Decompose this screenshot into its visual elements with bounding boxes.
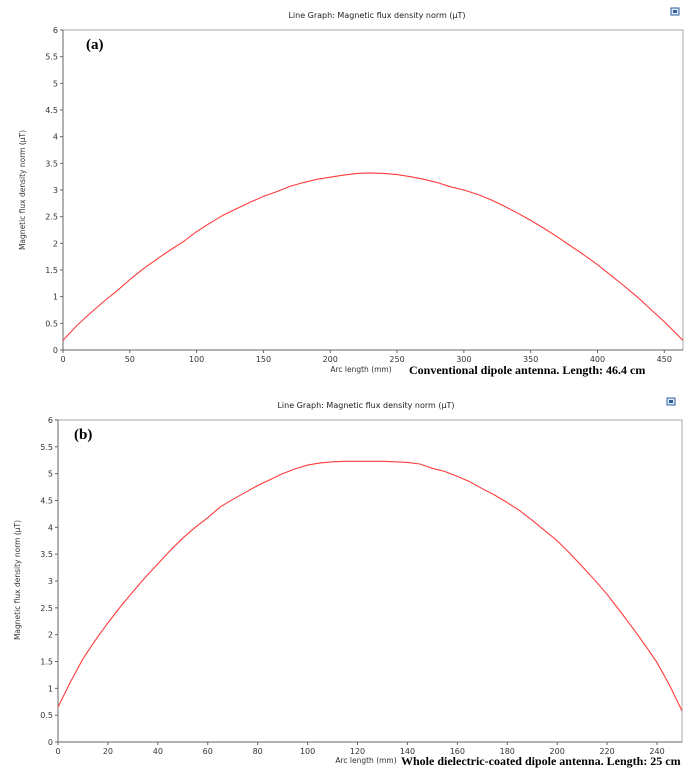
chart-b: Line Graph: Magnetic flux density norm (…	[13, 397, 683, 768]
y-tick-label: 5	[53, 79, 58, 88]
y-tick-label: 2.5	[45, 213, 58, 222]
x-tick-label: 20	[103, 747, 113, 756]
x-tick-label: 250	[389, 355, 404, 364]
x-tick-label: 150	[256, 355, 271, 364]
chart-panel-b: Line Graph: Magnetic flux density norm (…	[0, 390, 700, 775]
y-tick-label: 1	[48, 684, 53, 693]
y-tick-label: 3.5	[45, 159, 58, 168]
y-tick-label: 2	[48, 631, 53, 640]
y-tick-label: 0.5	[40, 711, 53, 720]
x-tick-label: 80	[253, 747, 263, 756]
figure-caption: Whole dielectric-coated dipole antenna. …	[401, 754, 681, 768]
x-axis-label: Arc length (mm)	[335, 756, 396, 765]
series-line	[57, 460, 683, 712]
x-tick-label: 60	[203, 747, 213, 756]
y-tick-label: 4.5	[40, 497, 53, 506]
y-tick-label: 6	[53, 26, 58, 35]
x-tick-label: 0	[60, 355, 65, 364]
y-tick-label: 0	[53, 346, 58, 355]
chart-title: Line Graph: Magnetic flux density norm (…	[288, 11, 465, 20]
y-tick-label: 5.5	[45, 53, 58, 62]
x-tick-label: 350	[523, 355, 538, 364]
chart-panel-a: Line Graph: Magnetic flux density norm (…	[0, 0, 700, 385]
y-tick-label: 1.5	[45, 266, 58, 275]
y-axis-label: Magnetic flux density norm (µT)	[18, 130, 27, 250]
x-tick-label: 50	[125, 355, 135, 364]
x-tick-label: 0	[55, 747, 60, 756]
x-tick-label: 40	[153, 747, 163, 756]
x-tick-label: 240	[649, 747, 664, 756]
y-tick-label: 3	[48, 577, 53, 586]
plot-area	[62, 29, 684, 351]
chart-title: Line Graph: Magnetic flux density norm (…	[277, 401, 454, 410]
x-axis-label: Arc length (mm)	[330, 365, 391, 374]
y-axis-label: Magnetic flux density norm (µT)	[13, 520, 22, 640]
x-tick-label: 120	[350, 747, 365, 756]
x-tick-label: 140	[400, 747, 415, 756]
y-tick-label: 1.5	[40, 658, 53, 667]
x-tick-label: 450	[657, 355, 672, 364]
y-tick-label: 4	[48, 523, 53, 532]
x-tick-label: 300	[456, 355, 471, 364]
y-tick-label: 3.5	[40, 550, 53, 559]
y-tick-label: 0.5	[45, 319, 58, 328]
x-tick-label: 220	[599, 747, 614, 756]
panel-label: (a)	[86, 37, 104, 53]
figure-caption: Conventional dipole antenna. Length: 46.…	[409, 363, 645, 377]
y-tick-label: 5.5	[40, 443, 53, 452]
x-tick-label: 100	[189, 355, 204, 364]
y-tick-label: 3	[53, 186, 58, 195]
x-tick-label: 400	[590, 355, 605, 364]
y-tick-label: 2.5	[40, 604, 53, 613]
y-tick-label: 5	[48, 470, 53, 479]
chart-a: Line Graph: Magnetic flux density norm (…	[18, 7, 684, 377]
x-tick-label: 200	[323, 355, 338, 364]
panel-label: (b)	[74, 427, 92, 443]
settings-icon[interactable]	[666, 397, 676, 406]
x-tick-label: 100	[300, 747, 315, 756]
x-tick-label: 200	[550, 747, 565, 756]
plot-area	[57, 419, 683, 743]
y-tick-label: 4	[53, 133, 58, 142]
settings-icon[interactable]	[670, 7, 680, 16]
x-tick-label: 160	[450, 747, 465, 756]
x-tick-label: 180	[500, 747, 515, 756]
y-tick-label: 4.5	[45, 106, 58, 115]
y-tick-label: 0	[48, 738, 53, 747]
series-line	[62, 172, 684, 341]
y-tick-label: 1	[53, 293, 58, 302]
y-tick-label: 6	[48, 416, 53, 425]
y-tick-label: 2	[53, 239, 58, 248]
